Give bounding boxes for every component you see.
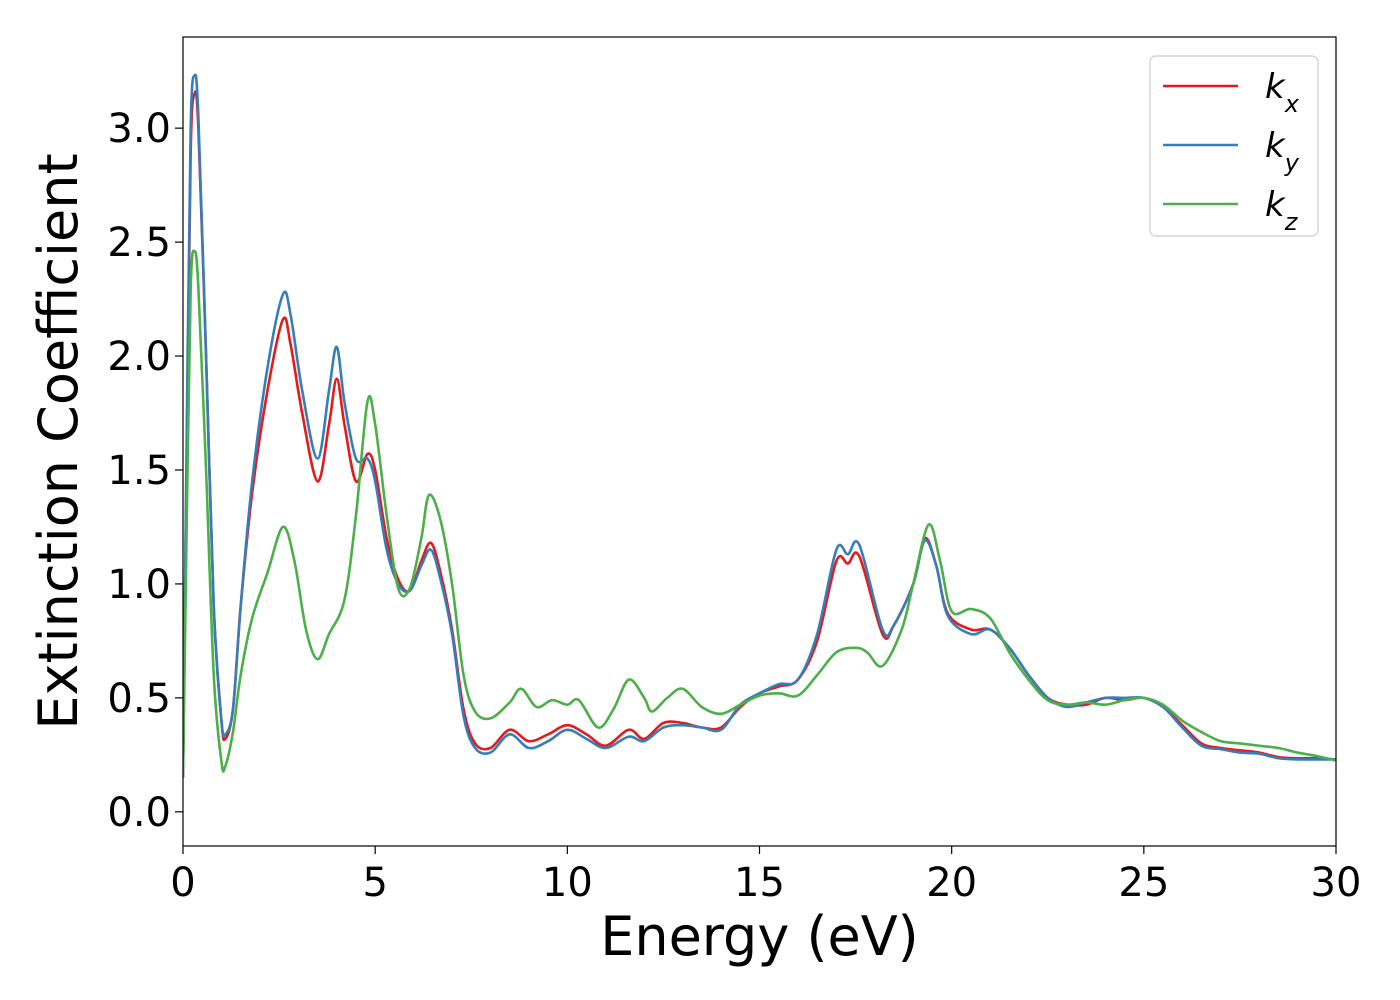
y-tick-label: 1.5 bbox=[107, 448, 171, 494]
y-axis: 0.0 0.5 1.0 1.5 2.0 2.5 3.0 bbox=[107, 106, 183, 836]
y-tick-label: 2.5 bbox=[107, 220, 171, 266]
x-axis: 0 5 10 15 20 25 30 bbox=[170, 846, 1361, 906]
x-axis-label: Energy (eV) bbox=[600, 905, 919, 968]
y-tick-label: 0.0 bbox=[107, 790, 171, 836]
x-tick-label: 0 bbox=[170, 860, 195, 906]
y-tick-label: 0.5 bbox=[107, 676, 171, 722]
x-tick-label: 20 bbox=[926, 860, 977, 906]
series-line-kz bbox=[183, 249, 1336, 778]
y-tick-label: 1.0 bbox=[107, 562, 171, 608]
legend-label-kx: kx bbox=[1265, 67, 1300, 118]
x-tick-label: 30 bbox=[1311, 860, 1362, 906]
series-line-ky bbox=[183, 73, 1336, 778]
y-tick-label: 3.0 bbox=[107, 106, 171, 152]
legend-entries: kx ky kz bbox=[1163, 67, 1300, 236]
series-layer bbox=[183, 73, 1336, 778]
x-tick-label: 15 bbox=[734, 860, 785, 906]
y-tick-label: 2.0 bbox=[107, 334, 171, 380]
x-tick-label: 5 bbox=[362, 860, 387, 906]
legend-label-kz: kz bbox=[1265, 185, 1299, 236]
x-tick-label: 10 bbox=[542, 860, 593, 906]
y-axis-label: Extinction Coefficient bbox=[27, 153, 90, 729]
x-tick-label: 25 bbox=[1118, 860, 1169, 906]
legend-label-ky: ky bbox=[1265, 126, 1300, 177]
legend: kx ky kz bbox=[1149, 55, 1319, 237]
